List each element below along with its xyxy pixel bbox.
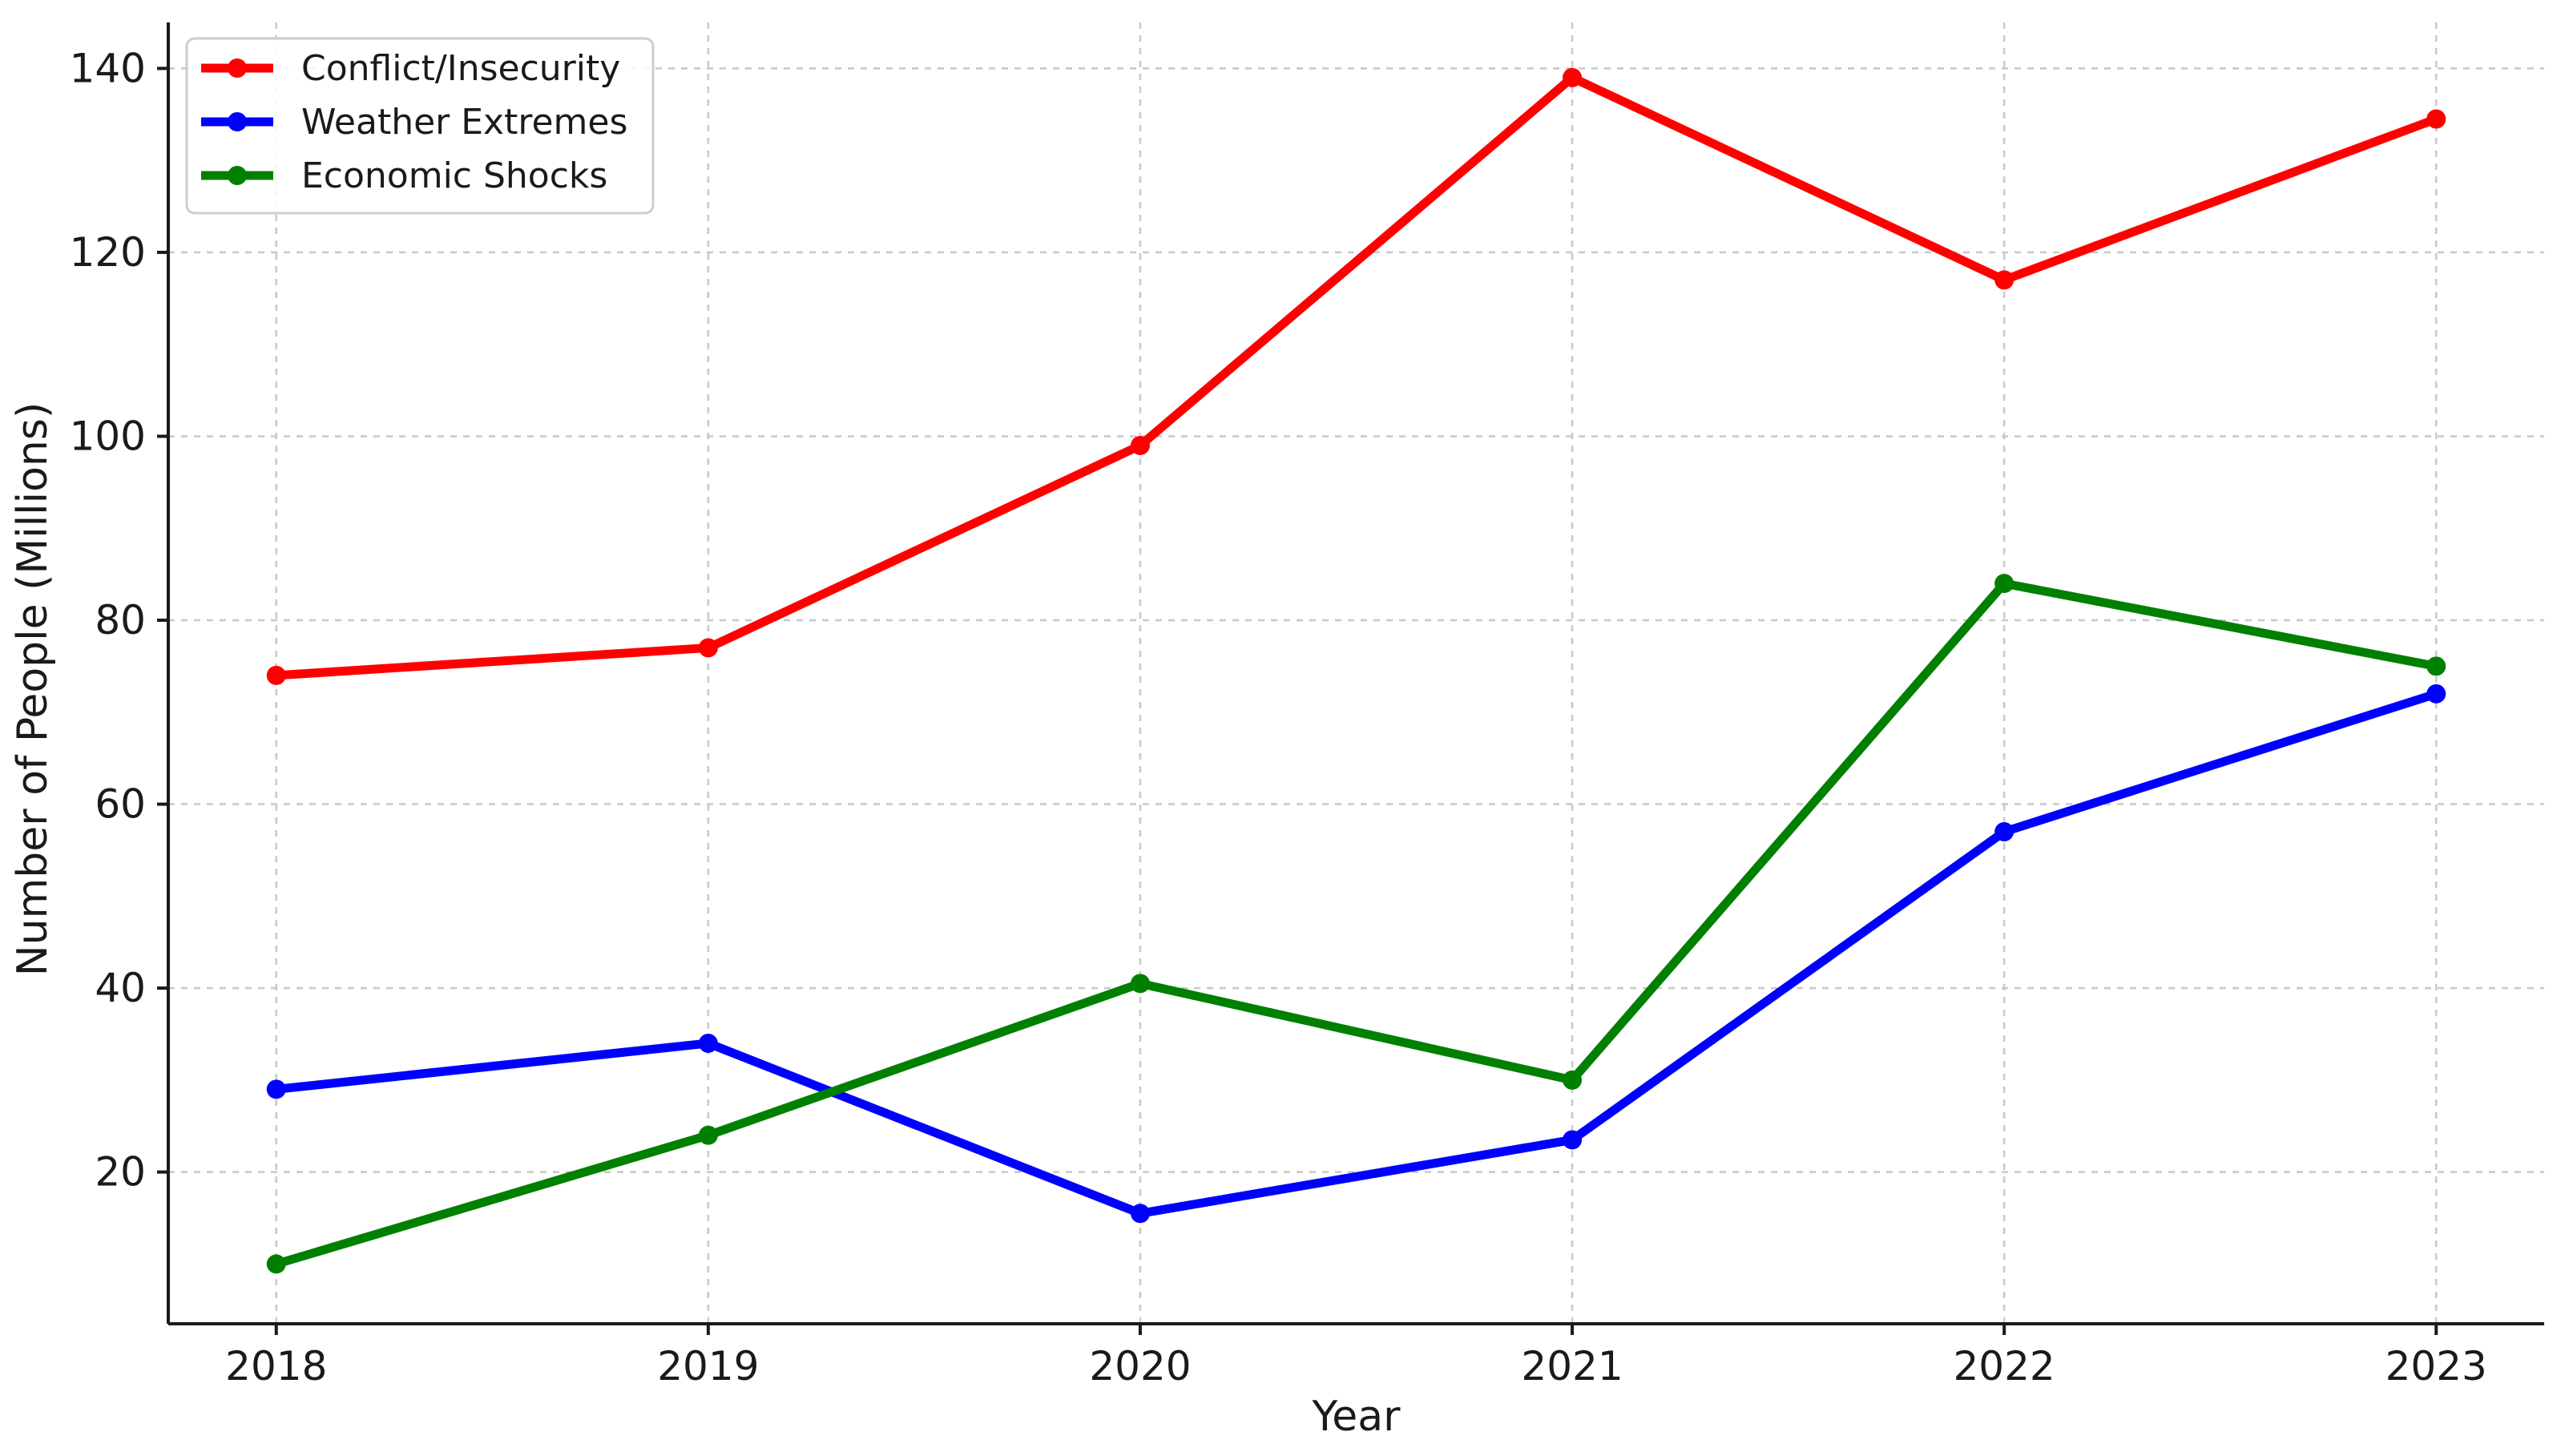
x-axis-title: Year bbox=[1311, 1393, 1401, 1441]
data-point-weather-extremes bbox=[1994, 821, 2015, 841]
series-line-economic-shocks bbox=[272, 579, 2441, 1268]
legend-label-conflict-insecurity: Conflict/Insecurity bbox=[301, 48, 620, 89]
data-point-conflict-insecurity bbox=[1130, 435, 1150, 455]
legend-marker-economic-shocks bbox=[228, 166, 247, 185]
y-tick-label: 20 bbox=[95, 1149, 146, 1196]
x-tick-label: 2022 bbox=[1954, 1343, 2055, 1389]
y-tick-label: 40 bbox=[95, 965, 146, 1011]
y-axis-title: Number of People (Millions) bbox=[9, 402, 57, 976]
data-point-weather-extremes bbox=[266, 1079, 286, 1099]
series-line-conflict-insecurity bbox=[272, 73, 2441, 680]
legend-marker-conflict-insecurity bbox=[228, 58, 247, 78]
legend: Conflict/Insecurity Weather Extremes Econo… bbox=[185, 37, 655, 215]
data-point-conflict-insecurity bbox=[1994, 270, 2015, 290]
data-point-weather-extremes bbox=[698, 1033, 718, 1053]
y-tick-label: 100 bbox=[70, 413, 146, 459]
y-tick-label: 80 bbox=[95, 597, 146, 643]
x-tick-label: 2020 bbox=[1089, 1343, 1191, 1389]
series-line-weather-extremes bbox=[272, 689, 2441, 1218]
ticks-layer: 2018 2019 2020 2021 2022 2023 20 40 60 80 100 120 14… bbox=[70, 45, 2487, 1389]
legend-label-economic-shocks: Economic Shocks bbox=[301, 155, 607, 196]
grid-layer bbox=[168, 22, 2544, 1324]
x-tick-label: 2021 bbox=[1521, 1343, 1623, 1389]
data-point-weather-extremes bbox=[1130, 1204, 1150, 1224]
x-tick-label: 2023 bbox=[2386, 1343, 2487, 1389]
data-point-conflict-insecurity bbox=[1563, 67, 1583, 87]
axes-layer bbox=[167, 22, 2544, 1325]
data-point-conflict-insecurity bbox=[266, 665, 286, 685]
data-point-economic-shocks bbox=[266, 1254, 286, 1274]
legend-marker-weather-extremes bbox=[228, 112, 247, 131]
series-layer bbox=[266, 67, 2446, 1274]
y-tick-label: 60 bbox=[95, 781, 146, 828]
data-point-conflict-insecurity bbox=[2426, 109, 2446, 129]
y-tick-label: 140 bbox=[70, 45, 146, 91]
y-tick-label: 120 bbox=[70, 229, 146, 276]
data-point-economic-shocks bbox=[1563, 1070, 1583, 1090]
data-point-economic-shocks bbox=[698, 1125, 718, 1145]
data-point-weather-extremes bbox=[2426, 684, 2446, 704]
data-point-weather-extremes bbox=[1563, 1130, 1583, 1150]
x-tick-label: 2018 bbox=[225, 1343, 327, 1389]
data-point-economic-shocks bbox=[1130, 974, 1150, 994]
data-point-conflict-insecurity bbox=[698, 638, 718, 658]
data-point-economic-shocks bbox=[2426, 656, 2446, 676]
data-point-economic-shocks bbox=[1994, 574, 2015, 594]
legend-label-weather-extremes: Weather Extremes bbox=[301, 102, 627, 143]
legend-box bbox=[185, 37, 655, 215]
x-tick-label: 2019 bbox=[657, 1343, 759, 1389]
